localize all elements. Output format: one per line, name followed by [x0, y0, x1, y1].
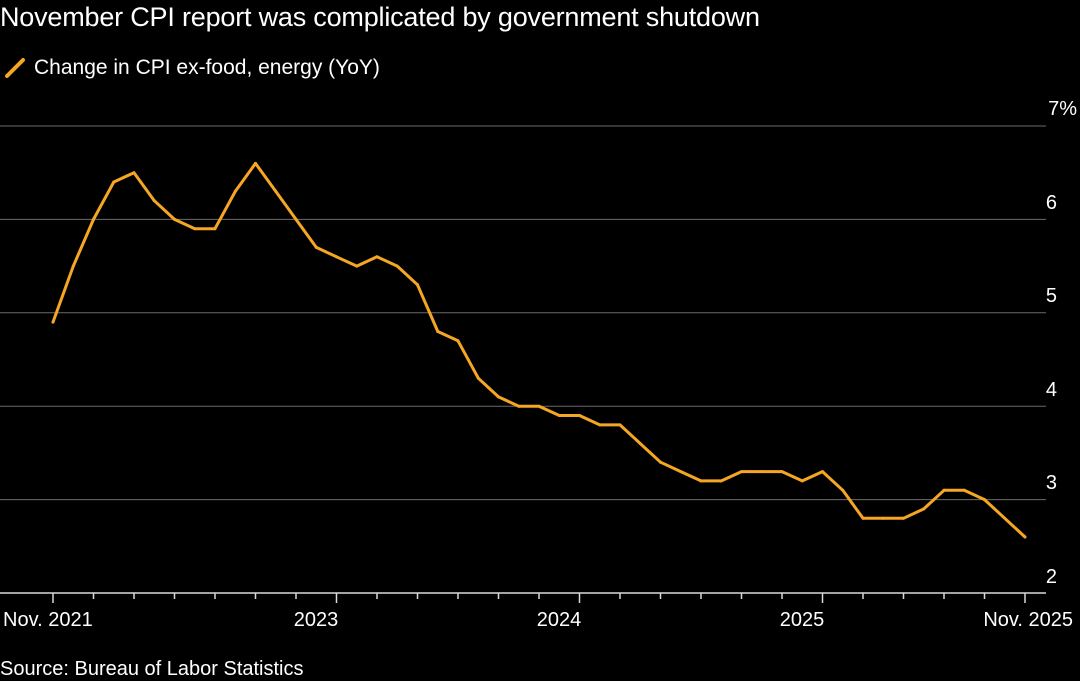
data-point-2025-06: [922, 507, 926, 511]
source-note: Source: Bureau of Labor Statistics: [0, 658, 304, 680]
x-tick-label-2024: 2024: [537, 609, 582, 631]
data-point-2022-01: [92, 217, 95, 221]
data-point-2022-03: [132, 171, 136, 175]
data-point-2025-03: [861, 516, 865, 520]
data-point-2024-05: [659, 460, 662, 464]
data-point-2024-07: [699, 479, 703, 483]
y-tick-label-3: 3: [1046, 472, 1057, 494]
data-point-2024-02: [598, 423, 602, 427]
data-point-2025-07: [942, 488, 946, 492]
legend-line-icon: [5, 58, 25, 78]
data-point-2023-09: [497, 395, 500, 399]
data-point-2025-08: [962, 488, 966, 492]
data-point-2025-05: [902, 516, 905, 520]
y-tick-label-7: 7%: [1048, 98, 1077, 120]
data-point-2022-10: [274, 189, 278, 193]
data-point-2022-12: [314, 245, 318, 249]
data-point-2025-09: [983, 498, 986, 502]
data-point-2023-12: [557, 414, 561, 418]
y-tick-label-6: 6: [1046, 192, 1057, 214]
data-point-2022-02: [112, 180, 116, 184]
data-point-2022-11: [294, 217, 298, 221]
data-point-2025-02: [841, 488, 845, 492]
data-point-2024-09: [740, 470, 743, 474]
data-point-2023-11: [537, 404, 541, 408]
data-point-2022-05: [173, 217, 176, 221]
x-ticks: [52, 593, 1026, 603]
data-point-2024-06: [679, 470, 683, 474]
data-point-2022-06: [193, 227, 197, 231]
data-point-2025-04: [881, 516, 885, 520]
data-point-2023-02: [355, 264, 359, 268]
data-point-2024-01: [578, 414, 581, 418]
x-tick-label-nov-2025: Nov. 2025: [983, 609, 1073, 631]
data-point-2022-07: [213, 227, 217, 231]
chart-title: November CPI report was complicated by g…: [0, 2, 760, 32]
data-point-2023-05: [416, 283, 419, 287]
y-tick-label-5: 5: [1046, 285, 1057, 307]
data-point-2023-01: [335, 255, 338, 259]
data-point-2024-11: [780, 470, 784, 474]
data-point-2025-01: [821, 470, 824, 474]
data-point-2023-03: [375, 255, 379, 259]
cpi-series-line: [51, 161, 1027, 539]
data-point-2024-08: [719, 479, 723, 483]
data-point-2024-04: [638, 442, 642, 446]
data-point-2022-08: [233, 189, 237, 193]
cpi-series-points: [51, 161, 1027, 539]
data-point-2022-09: [254, 161, 257, 165]
data-point-2025-11: [1023, 535, 1027, 539]
data-point-2021-11: [51, 320, 55, 324]
data-point-2023-07: [456, 339, 460, 343]
legend: Change in CPI ex-food, energy (YoY): [4, 56, 380, 80]
data-point-2021-12: [71, 264, 75, 268]
data-point-2022-04: [152, 199, 156, 203]
y-tick-label-2: 2: [1046, 566, 1057, 588]
data-point-2024-03: [618, 423, 622, 427]
data-point-2024-10: [760, 470, 764, 474]
data-point-2024-12: [800, 479, 804, 483]
gridlines: [0, 125, 1046, 501]
data-point-2023-10: [517, 404, 521, 408]
y-tick-label-4: 4: [1046, 379, 1057, 401]
data-point-2023-06: [436, 329, 440, 333]
x-tick-label-2023: 2023: [294, 609, 339, 631]
legend-label: Change in CPI ex-food, energy (YoY): [34, 56, 380, 79]
data-point-2023-04: [395, 264, 399, 268]
data-point-2023-08: [476, 376, 480, 380]
x-tick-label-2025: 2025: [780, 609, 825, 631]
x-tick-label-nov-2021: Nov. 2021: [3, 609, 93, 631]
